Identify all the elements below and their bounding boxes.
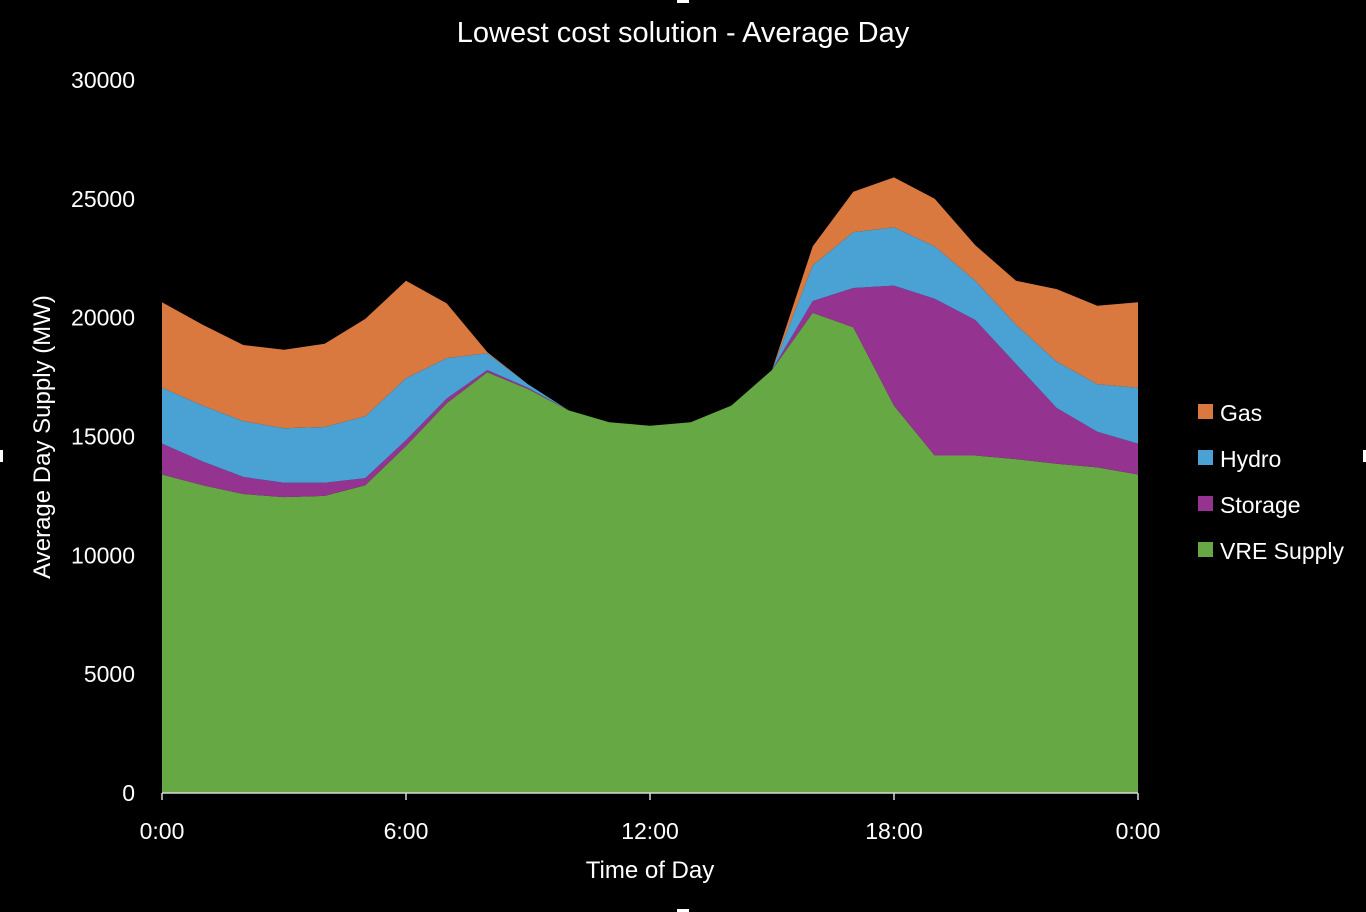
area-series-vre-supply bbox=[162, 312, 1138, 793]
legend-swatch-storage bbox=[1198, 496, 1213, 511]
frame-handle-left bbox=[0, 450, 3, 462]
x-tick-label: 6:00 bbox=[384, 818, 429, 844]
area-series-storage bbox=[162, 285, 1138, 498]
y-axis-ticks: 0 5000 10000 15000 20000 25000 30000 bbox=[71, 67, 135, 806]
y-tick-label: 0 bbox=[122, 780, 135, 806]
frame-handle-right bbox=[1363, 450, 1366, 462]
legend-swatch-vre-supply bbox=[1198, 542, 1213, 557]
plot-areas bbox=[162, 177, 1138, 793]
x-tick-label: 12:00 bbox=[621, 818, 679, 844]
frame-handle-top bbox=[677, 0, 689, 3]
x-tick-label: 18:00 bbox=[865, 818, 923, 844]
y-tick-label: 30000 bbox=[71, 67, 135, 93]
y-axis-label: Average Day Supply (MW) bbox=[29, 295, 56, 579]
area-series-gas bbox=[162, 177, 1138, 429]
y-tick-label: 25000 bbox=[71, 186, 135, 212]
legend-label-storage: Storage bbox=[1220, 492, 1301, 518]
y-tick-label: 10000 bbox=[71, 542, 135, 568]
x-axis-label: Time of Day bbox=[586, 857, 714, 884]
chart-title: Lowest cost solution - Average Day bbox=[457, 17, 910, 49]
y-tick-label: 5000 bbox=[84, 661, 135, 687]
frame-handle-bottom bbox=[677, 909, 689, 912]
y-tick-label: 20000 bbox=[71, 305, 135, 331]
x-tick-label: 0:00 bbox=[140, 818, 185, 844]
y-tick-label: 15000 bbox=[71, 424, 135, 450]
area-series-hydro bbox=[162, 227, 1138, 483]
legend: Gas Hydro Storage VRE Supply bbox=[1198, 400, 1345, 564]
legend-label-hydro: Hydro bbox=[1220, 446, 1281, 472]
x-axis-ticks: 0:00 6:00 12:00 18:00 0:00 bbox=[140, 793, 1161, 844]
legend-label-vre-supply: VRE Supply bbox=[1220, 538, 1345, 564]
x-tick-label: 0:00 bbox=[1116, 818, 1161, 844]
legend-swatch-gas bbox=[1198, 404, 1213, 419]
legend-swatch-hydro bbox=[1198, 450, 1213, 465]
legend-label-gas: Gas bbox=[1220, 400, 1262, 426]
